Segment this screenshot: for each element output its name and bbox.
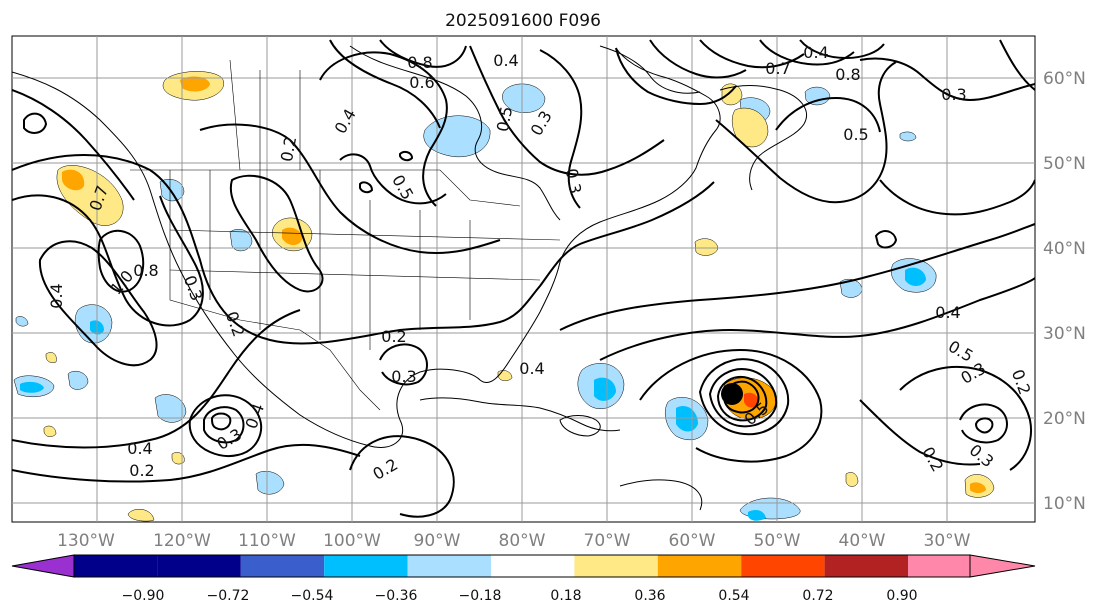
longitude-labels: 130°W 120°W 110°W 100°W 90°W 80°W 70°W 6… (57, 531, 971, 551)
anomaly-positive (171, 452, 185, 465)
lon-tick-label: 40°W (839, 531, 886, 551)
lon-tick-label: 30°W (924, 531, 971, 551)
latitude-labels: 60°N 50°N 40°N 30°N 20°N 10°N (1043, 69, 1086, 514)
anomaly-negative (899, 131, 917, 142)
storm-center-marker (721, 383, 743, 405)
lon-tick-label: 110°W (238, 531, 296, 551)
contour-label: 0.6 (409, 73, 434, 92)
colorbar-tick-label: −0.72 (207, 588, 250, 604)
colorbar-segment (240, 555, 325, 577)
lat-tick-label: 20°N (1043, 409, 1086, 429)
contour-label: 0.4 (47, 283, 66, 308)
anomaly-negative (255, 471, 285, 495)
contour-label: 0.3 (562, 167, 585, 195)
contour-label: 0.3 (391, 367, 416, 386)
colorbar-segment (157, 555, 241, 577)
lon-tick-label: 60°W (669, 531, 716, 551)
anomaly-negative (423, 115, 491, 158)
colorbar-segment (407, 555, 491, 577)
contour-label: 0.4 (519, 359, 544, 378)
anomaly-positive (282, 227, 303, 246)
colorbar-tick-label: 0.90 (886, 588, 917, 604)
anomaly-positive (721, 83, 743, 106)
contour-label: 0.8 (407, 53, 432, 72)
contour-label: 0.5 (843, 125, 868, 144)
anomaly-negative (154, 394, 187, 423)
contour-labels: 0.8 0.6 0.4 0.7 0.8 0.4 0.3 0.5 0.2 0.4 … (47, 43, 1034, 484)
anomaly-negative (594, 377, 616, 401)
anomaly-positive (731, 107, 769, 148)
anomaly-negative (502, 83, 546, 113)
contour-label: 0.4 (803, 43, 828, 62)
colorbar-frame (73, 554, 971, 578)
anomaly-negative (905, 267, 926, 286)
anomaly-negative (67, 371, 89, 390)
colorbar-extend-high (969, 554, 1036, 578)
colorbar: −0.90 −0.72 −0.54 −0.36 −0.18 0.18 0.36 … (11, 554, 1036, 604)
colorbar-segment (491, 555, 575, 577)
anomaly-positive (62, 169, 85, 191)
colorbar-segment (657, 555, 742, 577)
contour-label: 0.2 (277, 135, 300, 163)
lon-tick-label: 120°W (153, 531, 211, 551)
contour-label: 0.8 (835, 65, 860, 84)
colorbar-segment (74, 555, 158, 577)
anomaly-positive (127, 508, 155, 522)
coastlines (12, 45, 807, 511)
colorbar-tick-label: −0.54 (291, 588, 334, 604)
colorbar-segment (324, 555, 408, 577)
anomaly-positive (845, 472, 859, 487)
anomaly-negative (15, 316, 29, 327)
lon-tick-label: 130°W (57, 531, 115, 551)
colorbar-extend-low (11, 554, 75, 578)
anomaly-negative (804, 86, 831, 106)
lat-tick-label: 50°N (1043, 154, 1086, 174)
lon-tick-label: 50°W (754, 531, 801, 551)
contour-label: 0.7 (765, 59, 790, 78)
contour-label: 0.2 (381, 327, 406, 346)
lon-tick-label: 100°W (323, 531, 381, 551)
contour-label: 0.4 (935, 303, 960, 322)
lat-tick-label: 60°N (1043, 69, 1086, 89)
colorbar-tick-label: 0.54 (718, 588, 749, 604)
anomaly-positive (970, 482, 986, 493)
colorbar-tick-label: 0.36 (634, 588, 665, 604)
colorbar-tick-label: 0.72 (802, 588, 833, 604)
contour-lines (12, 39, 1035, 518)
anomaly-negative (748, 510, 766, 521)
anomaly-positive (180, 76, 210, 92)
contour-label: 0.2 (129, 461, 154, 480)
colorbar-segment (908, 555, 970, 577)
colorbar-tick-label: −0.90 (122, 588, 165, 604)
map-title: 2025091600 F096 (445, 11, 601, 31)
lon-tick-label: 80°W (499, 531, 546, 551)
lat-tick-label: 10°N (1043, 494, 1086, 514)
anomaly-negative (20, 381, 44, 393)
anomaly-positive (45, 352, 57, 363)
colorbar-segment (824, 555, 908, 577)
lat-tick-label: 30°N (1043, 324, 1086, 344)
map-panel: 0.8 0.6 0.4 0.7 0.8 0.4 0.3 0.5 0.2 0.4 … (11, 35, 1086, 551)
contour-label: 0.4 (493, 51, 518, 70)
lon-tick-label: 90°W (414, 531, 461, 551)
colorbar-segment (574, 555, 658, 577)
colorbar-tick-label: 0.18 (550, 588, 581, 604)
colorbar-tick-label: −0.18 (459, 588, 502, 604)
contour-label: 0.4 (127, 439, 152, 458)
lat-tick-label: 40°N (1043, 239, 1086, 259)
anomaly-negative (229, 229, 253, 252)
lon-tick-label: 70°W (584, 531, 631, 551)
contour-label: 0.5 (493, 105, 516, 133)
contour-label: 0.3 (941, 85, 966, 104)
anomaly-positive (43, 425, 57, 437)
contour-label: 0.8 (133, 261, 158, 280)
colorbar-segment (741, 555, 825, 577)
colorbar-tick-label: −0.36 (375, 588, 418, 604)
